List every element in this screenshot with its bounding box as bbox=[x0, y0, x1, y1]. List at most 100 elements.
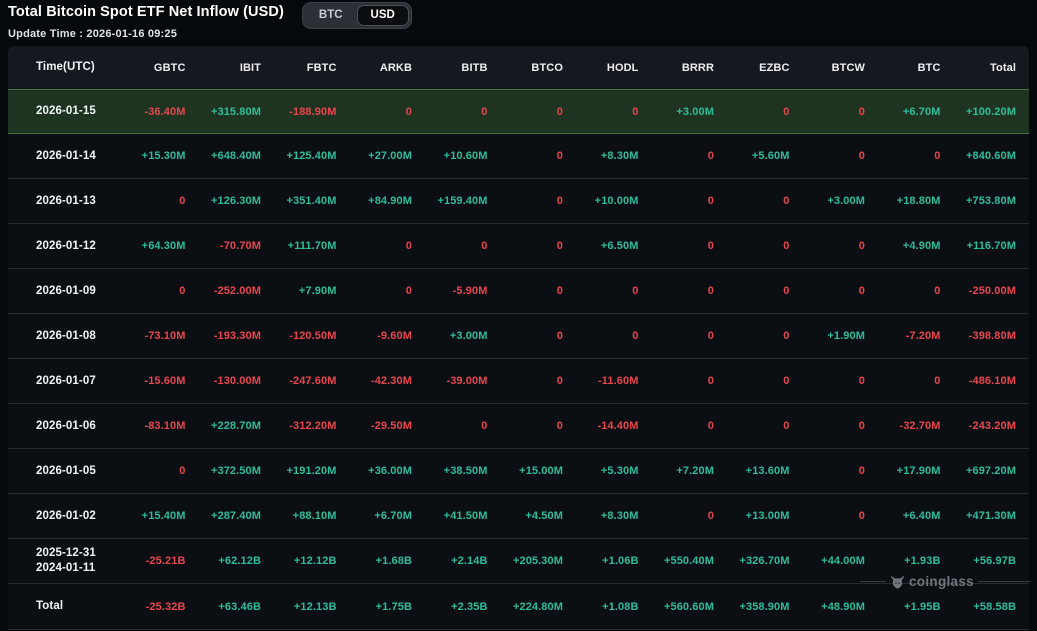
value-cell: -486.10M bbox=[968, 375, 1016, 387]
value-cell: +27.00M bbox=[368, 150, 412, 162]
value-cell: -36.40M bbox=[144, 105, 186, 118]
value-cell: +62.12B bbox=[218, 555, 261, 567]
value-cell: +4.90M bbox=[902, 240, 941, 252]
value-cell: 0 bbox=[783, 285, 790, 297]
value-cell: 0 bbox=[556, 150, 563, 162]
value-cell: +550.40M bbox=[663, 555, 714, 567]
value-cell: -188.90M bbox=[289, 105, 337, 118]
value-cell: 0 bbox=[556, 330, 563, 342]
value-cell: +2.35B bbox=[451, 600, 488, 613]
table-row[interactable]: 2025-12-31 2024-01-11 -25.21B +62.12B +12.12… bbox=[8, 539, 1029, 584]
value-cell: +15.00M bbox=[519, 465, 563, 477]
value-cell: 0 bbox=[783, 240, 790, 252]
value-cell: -83.10M bbox=[144, 420, 186, 432]
time-cell: 2026-01-08 bbox=[36, 329, 96, 342]
value-cell: +13.00M bbox=[745, 510, 790, 522]
value-cell: +753.80M bbox=[965, 195, 1016, 207]
value-cell: 0 bbox=[707, 150, 714, 162]
column-header-btco: BTCO bbox=[531, 61, 563, 74]
table-row[interactable]: 2026-01-05 0 +372.50M +191.20M +36.00M +38.50… bbox=[8, 449, 1029, 494]
column-header-fbtc: FBTC bbox=[306, 61, 337, 74]
value-cell: 0 bbox=[707, 285, 714, 297]
value-cell: 0 bbox=[556, 105, 563, 118]
table-row[interactable]: 2026-01-06 -83.10M +228.70M -312.20M -29.50M… bbox=[8, 404, 1029, 449]
value-cell: +58.58B bbox=[973, 600, 1016, 613]
value-cell: +36.00M bbox=[368, 465, 412, 477]
value-cell: +13.60M bbox=[745, 465, 790, 477]
table-row[interactable]: 2026-01-12 +64.30M -70.70M +111.70M 0 0 0 +6.50… bbox=[8, 224, 1029, 269]
value-cell: +358.90M bbox=[739, 600, 790, 613]
value-cell: +126.30M bbox=[210, 195, 261, 207]
value-cell: +697.20M bbox=[965, 465, 1016, 477]
value-cell: 0 bbox=[556, 195, 563, 207]
value-cell: +17.90M bbox=[896, 465, 941, 477]
time-cell: 2026-01-06 bbox=[36, 419, 96, 432]
value-cell: 0 bbox=[707, 195, 714, 207]
value-cell: 0 bbox=[783, 195, 790, 207]
value-cell: 0 bbox=[632, 330, 639, 342]
value-cell: +116.70M bbox=[966, 240, 1016, 252]
value-cell: -398.80M bbox=[968, 330, 1016, 342]
page-title: Total Bitcoin Spot ETF Net Inflow (USD) bbox=[8, 4, 284, 20]
toggle-btc-button[interactable]: BTC bbox=[318, 9, 343, 21]
value-cell: 0 bbox=[556, 375, 563, 387]
value-cell: -25.21B bbox=[145, 555, 186, 567]
value-cell: +8.30M bbox=[600, 510, 639, 522]
value-cell: +2.14B bbox=[451, 555, 488, 567]
value-cell: 0 bbox=[481, 105, 488, 118]
value-cell: +56.97B bbox=[973, 555, 1016, 567]
value-cell: +6.40M bbox=[902, 510, 941, 522]
value-cell: +4.50M bbox=[525, 510, 563, 522]
update-time: Update Time : 2026-01-16 09:25 bbox=[8, 28, 178, 40]
value-cell: +3.00M bbox=[827, 195, 865, 207]
column-header-btc: BTC bbox=[917, 61, 941, 74]
value-cell: +12.12B bbox=[293, 555, 337, 567]
table-row[interactable]: 2026-01-15 -36.40M +315.80M -188.90M 0 0 0 0 +3.… bbox=[8, 89, 1029, 134]
value-cell: -70.70M bbox=[219, 240, 261, 252]
value-cell: +560.60M bbox=[663, 600, 714, 613]
value-cell: +3.00M bbox=[676, 105, 714, 118]
value-cell: 0 bbox=[934, 285, 941, 297]
value-cell: 0 bbox=[707, 510, 714, 522]
value-cell: -120.50M bbox=[289, 330, 337, 342]
column-header-ezbc: EZBC bbox=[759, 61, 790, 74]
table-row[interactable]: 2026-01-08 -73.10M -193.30M -120.50M -9.60M +… bbox=[8, 314, 1029, 359]
table-row[interactable]: 2026-01-14 +15.30M +648.40M +125.40M +27.00M… bbox=[8, 134, 1029, 179]
table-row[interactable]: 2026-01-07 -15.60M -130.00M -247.60M -42.30M… bbox=[8, 359, 1029, 404]
table-row[interactable]: 2026-01-13 0 +126.30M +351.40M +84.90M +159.4… bbox=[8, 179, 1029, 224]
value-cell: 0 bbox=[858, 105, 865, 118]
value-cell: 0 bbox=[934, 150, 941, 162]
table-header-row: Time(UTC) GBTC IBIT FBTC ARKB BITB BTCO HODL BRR… bbox=[8, 46, 1029, 89]
value-cell: 0 bbox=[858, 375, 865, 387]
value-cell: +111.70M bbox=[287, 240, 337, 252]
value-cell: -252.00M bbox=[213, 285, 261, 297]
total-row[interactable]: Total -25.32B +63.46B +12.13B +1.75B +2.35B +2… bbox=[8, 584, 1029, 630]
value-cell: +372.50M bbox=[210, 465, 261, 477]
value-cell: 0 bbox=[858, 240, 865, 252]
etf-inflow-table: Time(UTC) GBTC IBIT FBTC ARKB BITB BTCO HODL BRR… bbox=[8, 46, 1030, 630]
value-cell: 0 bbox=[405, 285, 412, 297]
column-header-btcw: BTCW bbox=[831, 61, 865, 74]
time-cell: 2026-01-12 bbox=[36, 239, 96, 252]
top-bar: Total Bitcoin Spot ETF Net Inflow (USD) … bbox=[0, 0, 1037, 29]
value-cell: +205.30M bbox=[512, 555, 563, 567]
table-row[interactable]: 2026-01-09 0 -252.00M +7.90M 0 -5.90M 0 0 0 0 0 0 -2… bbox=[8, 269, 1029, 314]
value-cell: -5.90M bbox=[452, 285, 488, 297]
value-cell: +41.50M bbox=[443, 510, 488, 522]
value-cell: -14.40M bbox=[597, 420, 639, 432]
value-cell: 0 bbox=[783, 420, 790, 432]
value-cell: 0 bbox=[783, 105, 790, 118]
toggle-usd-button[interactable]: USD bbox=[356, 5, 409, 26]
value-cell: +48.90M bbox=[821, 600, 865, 613]
column-header-total: Total bbox=[990, 61, 1016, 74]
column-header-ibit: IBIT bbox=[239, 61, 261, 74]
value-cell: +44.00M bbox=[821, 555, 865, 567]
value-cell: -130.00M bbox=[213, 375, 261, 387]
column-header-hodl: HODL bbox=[606, 61, 639, 74]
value-cell: +6.70M bbox=[902, 105, 941, 118]
value-cell: +224.80M bbox=[512, 600, 563, 613]
value-cell: 0 bbox=[481, 240, 488, 252]
table-row[interactable]: 2026-01-02 +15.40M +287.40M +88.10M +6.70M +4… bbox=[8, 494, 1029, 539]
value-cell: +125.40M bbox=[286, 150, 337, 162]
value-cell: 0 bbox=[556, 420, 563, 432]
